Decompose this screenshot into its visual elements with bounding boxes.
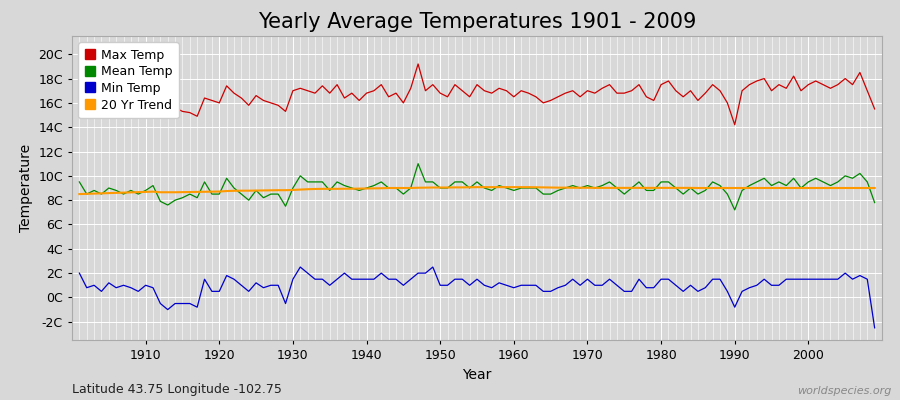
X-axis label: Year: Year (463, 368, 491, 382)
Title: Yearly Average Temperatures 1901 - 2009: Yearly Average Temperatures 1901 - 2009 (257, 12, 697, 32)
Text: worldspecies.org: worldspecies.org (796, 386, 891, 396)
Legend: Max Temp, Mean Temp, Min Temp, 20 Yr Trend: Max Temp, Mean Temp, Min Temp, 20 Yr Tre… (78, 42, 178, 118)
Y-axis label: Temperature: Temperature (19, 144, 32, 232)
Text: Latitude 43.75 Longitude -102.75: Latitude 43.75 Longitude -102.75 (72, 383, 282, 396)
